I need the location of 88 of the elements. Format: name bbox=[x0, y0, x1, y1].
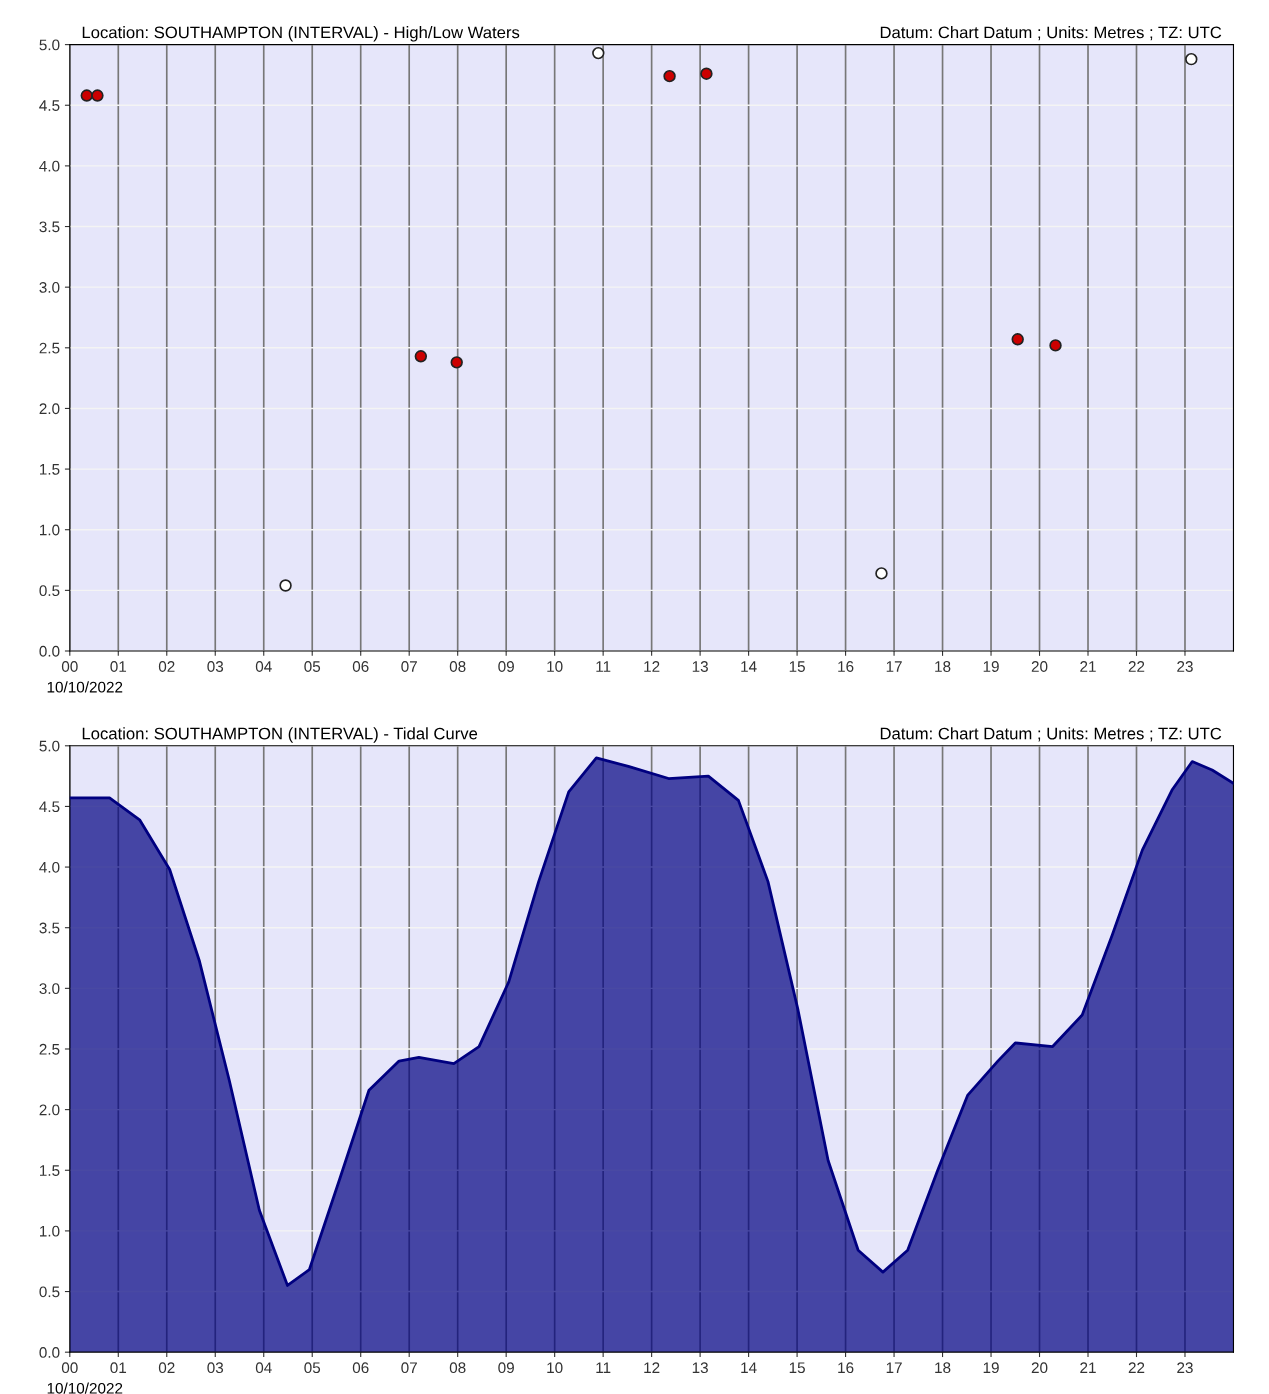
x-tick-label: 22 bbox=[1128, 661, 1145, 672]
text: 10/10/2022 bbox=[47, 681, 123, 693]
x-tick-label: 12 bbox=[644, 661, 660, 672]
x-tick-label: 20 bbox=[1031, 1362, 1048, 1374]
y-tick-label: 4.5 bbox=[39, 801, 60, 813]
x-tick-label: 04 bbox=[255, 1362, 272, 1374]
point bbox=[1011, 333, 1024, 346]
point bbox=[1049, 339, 1062, 352]
point bbox=[700, 67, 713, 80]
x-tick-label: 18 bbox=[935, 1362, 951, 1374]
x-tick-label: 17 bbox=[886, 1362, 902, 1373]
x-tick-label: 01 bbox=[110, 1362, 127, 1374]
x-tick-label: 03 bbox=[207, 661, 224, 672]
y-tick-label: 2.0 bbox=[39, 1104, 60, 1116]
point bbox=[592, 46, 605, 60]
x-tick-label: 04 bbox=[255, 661, 272, 672]
x-tick-label: 13 bbox=[692, 1362, 708, 1374]
x-tick-label: 18 bbox=[935, 661, 951, 672]
x-tick-label: 13 bbox=[692, 661, 708, 672]
y-tick-label: 4.5 bbox=[39, 100, 60, 111]
x-tick-label: 01 bbox=[110, 661, 127, 672]
point bbox=[91, 89, 104, 102]
x-tick-label: 15 bbox=[789, 1362, 805, 1374]
point bbox=[875, 567, 888, 580]
y-tick-label: 1.5 bbox=[40, 1165, 60, 1176]
point bbox=[80, 89, 93, 102]
y-tick-label: 4.0 bbox=[39, 160, 60, 172]
y-tick-label: 0.0 bbox=[39, 645, 60, 657]
x-tick-label: 09 bbox=[498, 661, 514, 672]
x-tick-label: 03 bbox=[207, 1362, 224, 1374]
y-tick-label: 2.5 bbox=[39, 1043, 60, 1055]
x-tick-label: 21 bbox=[1080, 1362, 1096, 1373]
x-tick-label: 14 bbox=[741, 1362, 757, 1373]
chart-title: Location: SOUTHAMPTON (INTERVAL) - Tidal Curve bbox=[82, 727, 478, 743]
x-tick-label: 02 bbox=[158, 1362, 175, 1374]
x-tick-label: 05 bbox=[304, 661, 321, 672]
x-tick-label: 12 bbox=[644, 1362, 660, 1373]
x-tick-label: 08 bbox=[449, 661, 466, 672]
x-tick-label: 07 bbox=[401, 1362, 417, 1374]
y-tick-label: 3.5 bbox=[39, 221, 60, 233]
chart-title: Location: SOUTHAMPTON (INTERVAL) - High/Low Waters bbox=[82, 26, 520, 42]
x-tick-label: 17 bbox=[886, 661, 902, 672]
x-tick-label: 14 bbox=[741, 661, 757, 672]
x-tick-label: 22 bbox=[1128, 1362, 1145, 1373]
x-tick-label: 19 bbox=[983, 1362, 999, 1374]
y-tick-label: 2.5 bbox=[39, 342, 60, 354]
point bbox=[663, 69, 676, 83]
y-tick-label: 3.0 bbox=[39, 282, 60, 293]
x-tick-label: 21 bbox=[1080, 661, 1096, 672]
x-tick-label: 19 bbox=[983, 661, 999, 672]
y-tick-label: 2.0 bbox=[39, 403, 60, 415]
x-tick-label: 10 bbox=[547, 661, 563, 672]
y-tick-label: 3.5 bbox=[39, 922, 60, 934]
x-tick-label: 05 bbox=[304, 1362, 321, 1374]
y-tick-label: 1.5 bbox=[40, 464, 60, 475]
x-tick-label: 02 bbox=[158, 661, 175, 672]
y-tick-label: 0.0 bbox=[39, 1347, 60, 1358]
point bbox=[1185, 52, 1198, 66]
x-tick-label: 06 bbox=[352, 661, 369, 672]
y-tick-label: 5.0 bbox=[39, 39, 60, 51]
x-tick-label: 07 bbox=[401, 661, 417, 672]
y-tick-label: 3.0 bbox=[39, 983, 60, 995]
x-tick-label: 09 bbox=[498, 1362, 514, 1374]
x-tick-label: 11 bbox=[596, 1362, 611, 1373]
y-tick-label: 0.5 bbox=[39, 1286, 60, 1298]
x-tick-label: 11 bbox=[596, 661, 611, 672]
x-tick-label: 10 bbox=[547, 1362, 563, 1374]
x-tick-label: 00 bbox=[61, 1362, 78, 1374]
chart-subtitle: Datum: Chart Datum ; Units: Metres ; TZ: UTC bbox=[880, 26, 1222, 41]
y-tick-label: 1.0 bbox=[40, 1225, 60, 1237]
x-tick-label: 15 bbox=[789, 661, 805, 672]
point bbox=[279, 579, 292, 592]
point bbox=[414, 350, 428, 363]
x-tick-label: 20 bbox=[1031, 661, 1048, 672]
x-tick-label: 00 bbox=[61, 661, 78, 672]
x-tick-label: 23 bbox=[1177, 1362, 1193, 1374]
x-tick-label: 08 bbox=[449, 1362, 466, 1374]
text: 10/10/2022 bbox=[47, 1382, 123, 1394]
x-tick-label: 16 bbox=[838, 1362, 854, 1374]
y-tick-label: 1.0 bbox=[40, 524, 60, 536]
y-tick-label: 4.0 bbox=[39, 861, 60, 873]
x-tick-label: 23 bbox=[1177, 661, 1193, 672]
point bbox=[450, 356, 463, 369]
x-tick-label: 06 bbox=[352, 1362, 369, 1374]
y-tick-label: 0.5 bbox=[39, 585, 60, 597]
chart-subtitle: Datum: Chart Datum ; Units: Metres ; TZ: UTC bbox=[880, 727, 1222, 742]
x-tick-label: 16 bbox=[838, 661, 854, 672]
y-tick-label: 5.0 bbox=[39, 740, 60, 752]
